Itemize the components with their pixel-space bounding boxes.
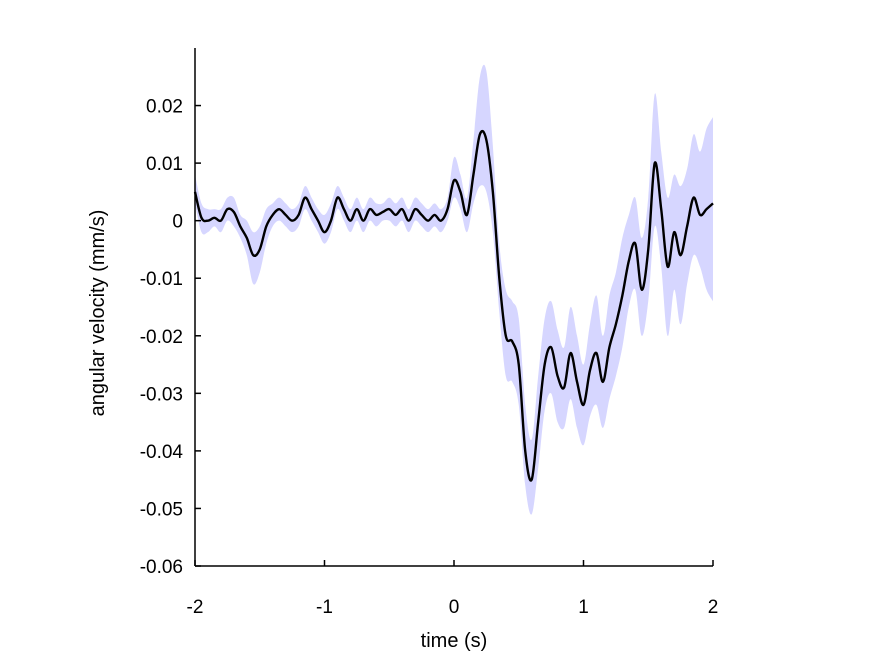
- y-tick-label: 0.01: [146, 154, 183, 175]
- x-ticks: -2 -1 0 1 2: [187, 560, 719, 618]
- y-tick-label: -0.01: [140, 269, 183, 290]
- y-tick-label: -0.06: [140, 557, 183, 578]
- y-ticks: -0.06 -0.05 -0.04 -0.03 -0.02 -0.01 0 0.01 0.02: [140, 97, 201, 578]
- confidence-band: [195, 64, 713, 515]
- x-axis-label: time (s): [421, 630, 488, 652]
- x-tick-label: -1: [316, 597, 333, 618]
- mean-line: [193, 129, 714, 482]
- x-tick-label: 0: [449, 597, 460, 618]
- y-tick-label: -0.03: [140, 384, 183, 405]
- y-axis-label: angular velocity (mm/s): [87, 210, 109, 417]
- y-tick-label: -0.05: [140, 499, 183, 520]
- y-tick-label: -0.02: [140, 327, 183, 348]
- y-tick-label: 0.02: [146, 97, 183, 118]
- axes: [194, 48, 713, 567]
- x-tick-label: 2: [708, 597, 719, 618]
- plot-area: [193, 64, 714, 515]
- y-tick-label: 0: [172, 212, 183, 233]
- x-tick-label: 1: [578, 597, 589, 618]
- y-tick-label: -0.04: [140, 442, 184, 463]
- x-tick-label: -2: [187, 597, 204, 618]
